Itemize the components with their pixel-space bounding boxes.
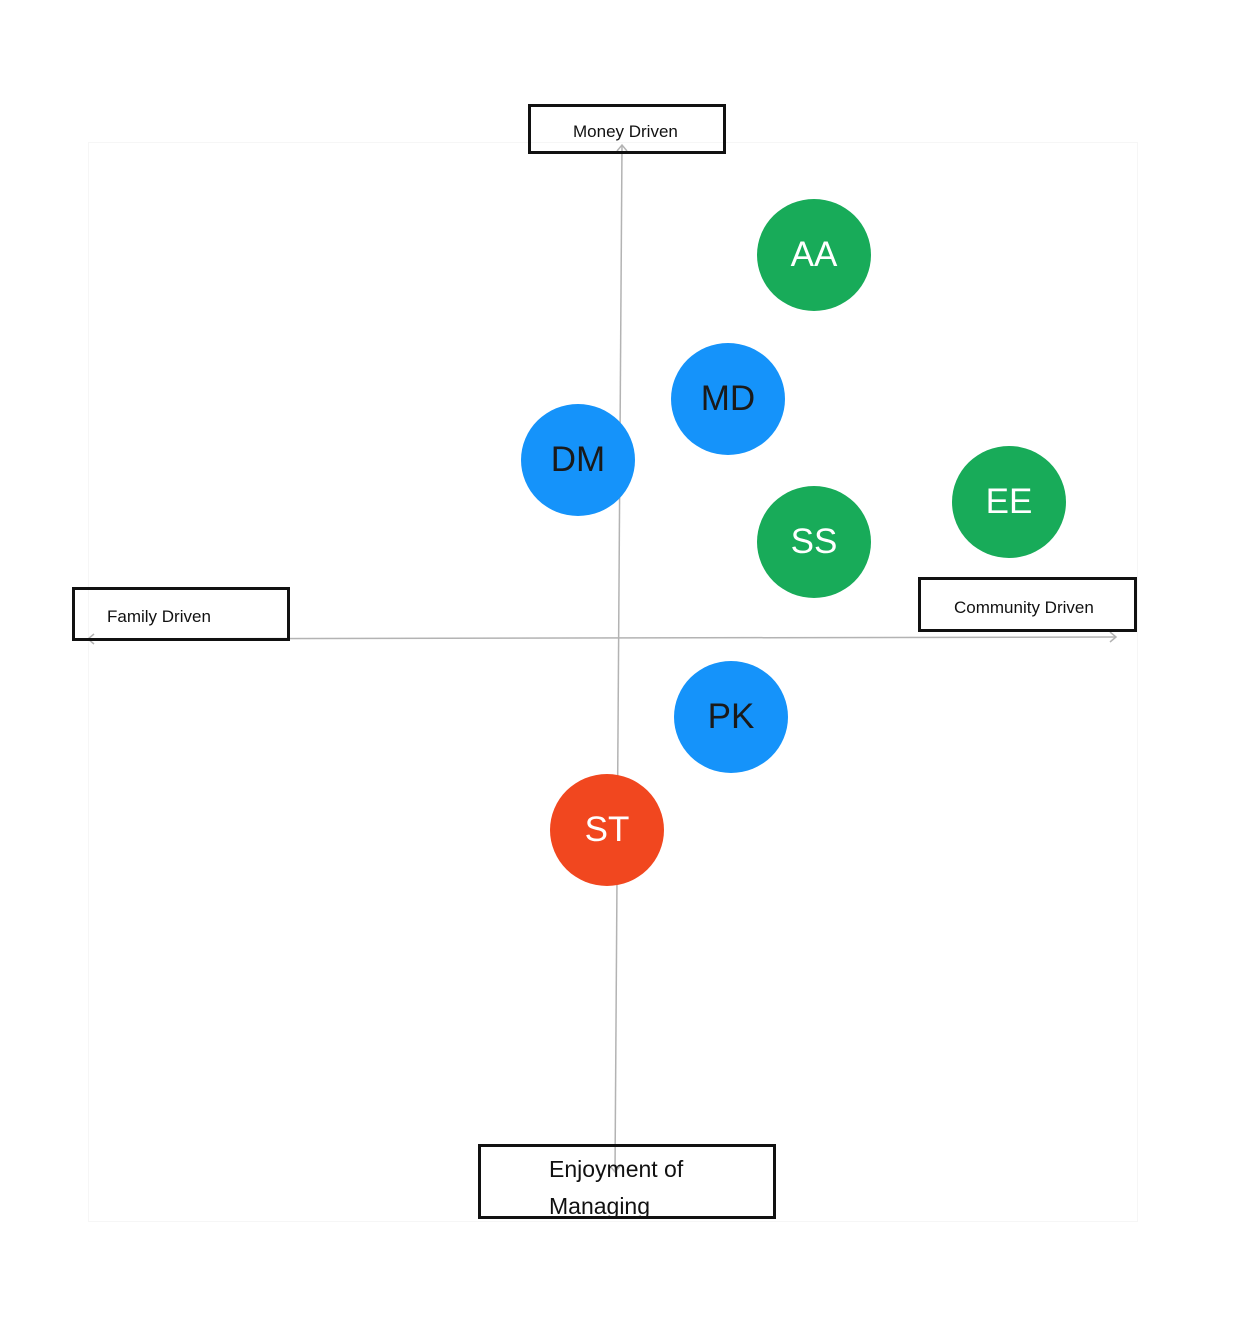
- bubble-ee[interactable]: EE: [952, 446, 1066, 558]
- bubble-md[interactable]: MD: [671, 343, 785, 455]
- bubble-ee-label: EE: [985, 482, 1033, 521]
- money-driven-label: Money Driven: [573, 122, 678, 141]
- bubble-ss-label: SS: [790, 522, 838, 561]
- bubble-pk[interactable]: PK: [674, 661, 788, 773]
- bubble-st-label: ST: [584, 810, 630, 849]
- bubble-ss[interactable]: SS: [757, 486, 871, 598]
- money-driven-label-box: Money Driven: [528, 104, 726, 154]
- bubble-pk-label: PK: [707, 697, 755, 736]
- bubble-dm[interactable]: DM: [521, 404, 635, 516]
- bubble-md-label: MD: [700, 379, 756, 418]
- community-driven-label: Community Driven: [954, 598, 1094, 617]
- enjoyment-of-managing-label: Enjoyment of Managing: [549, 1156, 684, 1219]
- family-driven-label: Family Driven: [107, 607, 211, 626]
- community-driven-label-box: Community Driven: [918, 577, 1137, 632]
- diagram-frame: [88, 142, 1138, 1222]
- bubble-aa[interactable]: AA: [757, 199, 871, 311]
- family-driven-label-box: Family Driven: [72, 587, 290, 641]
- enjoyment-of-managing-label-box: Enjoyment of Managing: [478, 1144, 776, 1219]
- bubble-dm-label: DM: [550, 440, 606, 479]
- bubble-aa-label: AA: [790, 235, 838, 274]
- bubble-st[interactable]: ST: [550, 774, 664, 886]
